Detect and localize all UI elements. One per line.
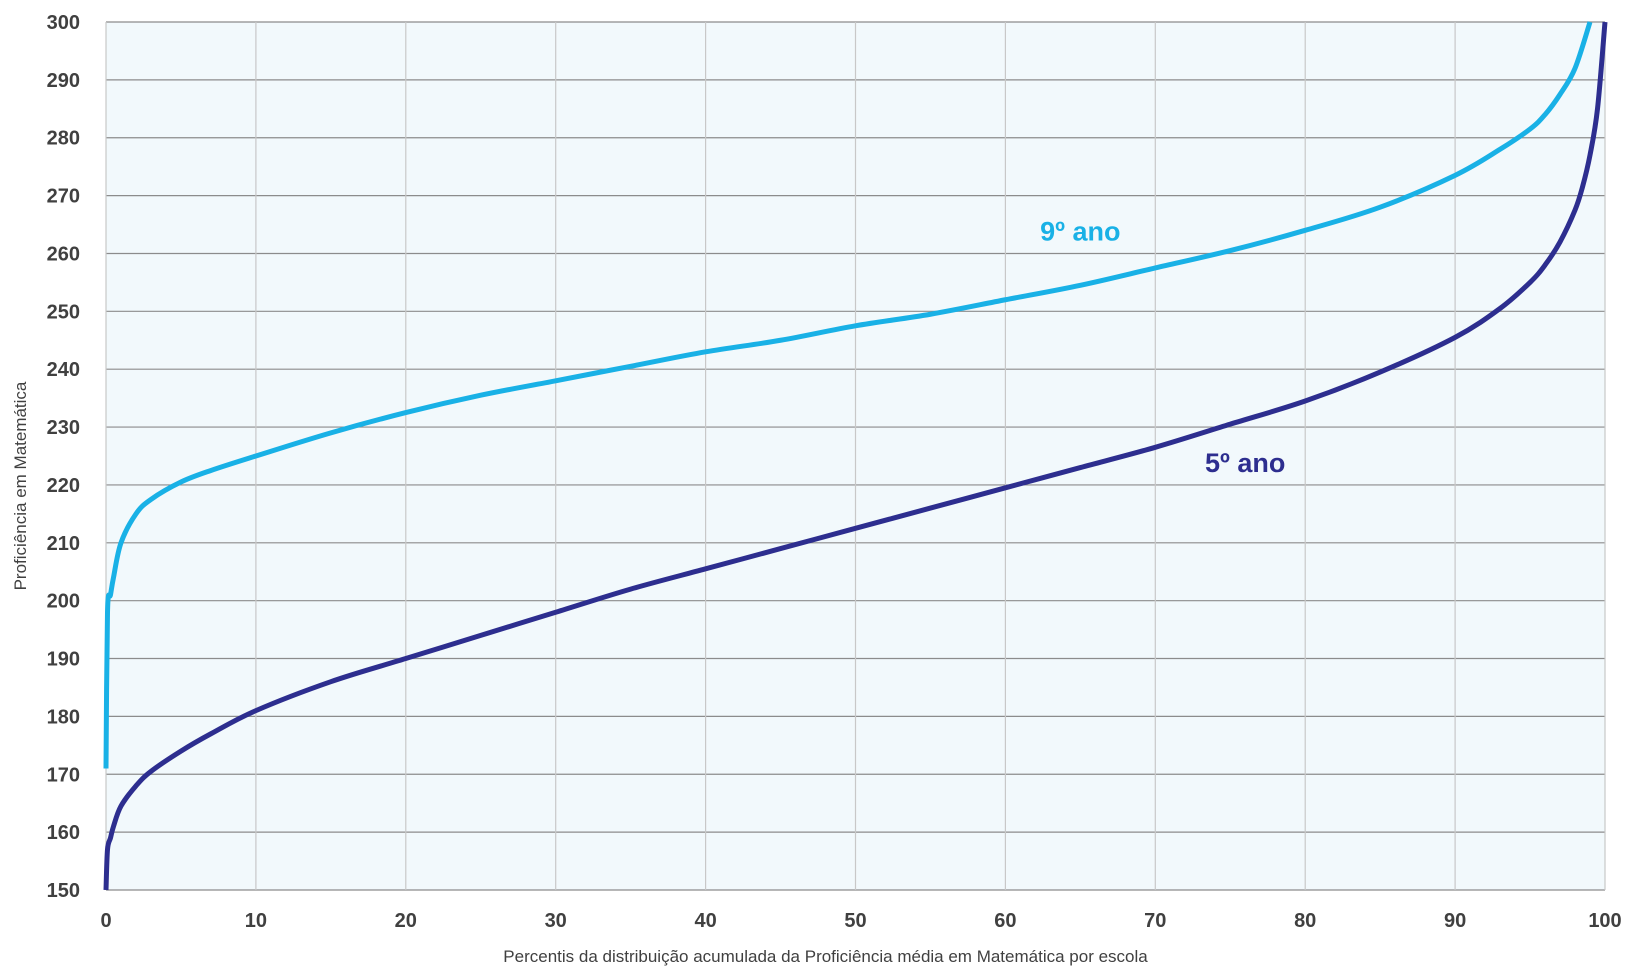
y-tick-label: 210	[47, 533, 80, 555]
x-tick-label: 0	[100, 910, 111, 932]
y-tick-label: 240	[47, 359, 80, 381]
x-tick-label: 50	[844, 910, 866, 932]
y-tick-label: 150	[47, 880, 80, 902]
y-tick-label: 200	[47, 591, 80, 613]
y-tick-label: 220	[47, 475, 80, 497]
y-axis-tick-labels: 150 160 170 180 190 200 210 220 230 240 250 260 270 2…	[47, 12, 80, 902]
y-tick-label: 260	[47, 243, 80, 265]
x-tick-label: 30	[545, 910, 567, 932]
x-axis-tick-labels: 0 10 20 30 40 50 60 70 80 90 100	[100, 910, 1621, 932]
x-tick-label: 20	[395, 910, 417, 932]
y-tick-label: 270	[47, 186, 80, 208]
y-tick-label: 160	[47, 822, 80, 844]
x-tick-label: 60	[994, 910, 1016, 932]
y-tick-label: 280	[47, 128, 80, 150]
x-tick-label: 70	[1144, 910, 1166, 932]
x-gridlines	[105, 22, 1606, 890]
series-line-5-ano	[103, 21, 1608, 891]
y-axis-title: Proficiência em Matemática	[11, 381, 30, 590]
x-tick-label: 90	[1444, 910, 1466, 932]
x-tick-label: 10	[245, 910, 267, 932]
y-tick-label: 300	[47, 12, 80, 34]
x-tick-label: 40	[694, 910, 716, 932]
y-tick-label: 170	[47, 764, 80, 786]
series-label: 5º ano	[1205, 448, 1285, 478]
x-tick-label: 80	[1294, 910, 1316, 932]
series-line-9-ano	[103, 21, 1593, 769]
series-label: 9º ano	[1040, 216, 1120, 246]
y-tick-label: 230	[47, 417, 80, 439]
y-tick-label: 190	[47, 649, 80, 671]
x-tick-label: 100	[1588, 910, 1621, 932]
y-tick-label: 290	[47, 70, 80, 92]
y-tick-label: 180	[47, 706, 80, 728]
x-axis-title: Percentis da distribuição acumulada da P…	[503, 947, 1148, 966]
series-lines	[103, 21, 1608, 891]
y-tick-label: 250	[47, 301, 80, 323]
series-labels: 9º ano 5º ano	[1040, 216, 1285, 477]
